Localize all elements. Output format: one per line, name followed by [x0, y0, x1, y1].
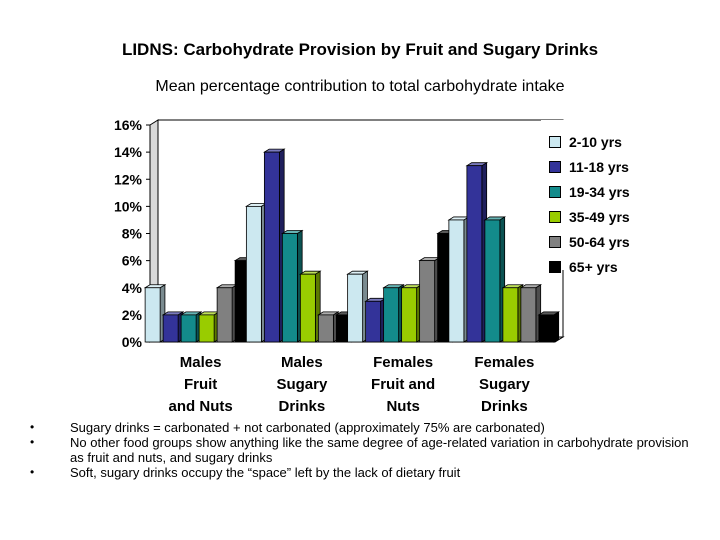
legend-label: 11-18 yrs [569, 159, 629, 175]
bar [347, 273, 364, 343]
bar-side [553, 311, 560, 343]
x-category-label: and Nuts [169, 398, 233, 415]
legend-label: 50-64 yrs [569, 234, 630, 250]
bar [502, 287, 519, 343]
legend-item: 11-18 yrs [549, 157, 629, 177]
notes-list: Sugary drinks = carbonated + not carbona… [30, 420, 690, 480]
y-tick-label: 2% [122, 307, 143, 323]
x-category-label: Sugary [276, 376, 328, 393]
bar [317, 314, 334, 343]
legend-item: 19-34 yrs [549, 182, 630, 202]
y-tick-label: 0% [122, 334, 143, 350]
bar [419, 260, 436, 343]
legend-label: 19-34 yrs [569, 184, 630, 200]
x-category-label: Fruit [184, 376, 217, 393]
y-tick-label: 4% [122, 280, 143, 296]
legend-label: 65+ yrs [569, 259, 618, 275]
bar [216, 287, 233, 343]
legend-swatch [549, 236, 561, 248]
chart-title: LIDNS: Carbohydrate Provision by Fruit a… [121, 40, 599, 59]
legend-item: 50-64 yrs [549, 232, 630, 252]
legend-item: 65+ yrs [549, 257, 618, 277]
legend-label: 35-49 yrs [569, 209, 630, 225]
note-item: Sugary drinks = carbonated + not carbona… [30, 420, 690, 435]
x-category-label: Males [180, 354, 222, 371]
x-category-label: Fruit and [371, 376, 435, 393]
y-tick-label: 10% [114, 198, 143, 214]
bar [365, 300, 382, 343]
y-tick-label: 14% [114, 144, 143, 160]
bar [383, 287, 400, 343]
legend-swatch [549, 161, 561, 173]
y-tick-label: 6% [122, 253, 143, 269]
note-item: No other food groups show anything like … [30, 435, 690, 465]
bar [198, 314, 215, 343]
legend-label: 2-10 yrs [569, 134, 622, 150]
bar-chart: 0% 2% 4% 6% 8% 10% 12% 14% 16% Males Fruit and Nuts… [114, 117, 565, 415]
y-tick-label: 8% [122, 226, 143, 242]
bar [299, 273, 316, 343]
bar [180, 314, 197, 343]
chart-subtitle: Mean percentage contribution to total ca… [155, 78, 565, 95]
bar [281, 233, 298, 343]
legend-swatch [549, 186, 561, 198]
x-category-label: Drinks [279, 398, 326, 415]
y-tick-label: 12% [114, 171, 143, 187]
legend-swatch [549, 211, 561, 223]
bar [538, 314, 555, 343]
note-item: Soft, sugary drinks occupy the “space” l… [30, 465, 690, 480]
x-category-label: Nuts [386, 398, 419, 415]
x-category-label: Females [373, 354, 433, 371]
x-category-label: Drinks [481, 398, 528, 415]
x-category-label: Sugary [479, 376, 531, 393]
chart-legend: 2-10 yrs 11-18 yrs 19-34 yrs 35-49 yrs 50-64… [541, 120, 647, 275]
bar [144, 287, 161, 343]
legend-swatch [549, 136, 561, 148]
bar [401, 287, 418, 343]
bar [245, 205, 262, 343]
x-category-label: Males [281, 354, 323, 371]
bar [466, 165, 483, 343]
legend-item: 35-49 yrs [549, 207, 630, 227]
y-tick-label: 16% [114, 117, 143, 133]
legend-swatch [549, 261, 561, 273]
bar [263, 151, 280, 343]
bar [484, 219, 501, 343]
bar [448, 219, 465, 343]
legend-item: 2-10 yrs [549, 132, 622, 152]
bar [162, 314, 179, 343]
x-category-label: Females [474, 354, 534, 371]
bar [520, 287, 537, 343]
